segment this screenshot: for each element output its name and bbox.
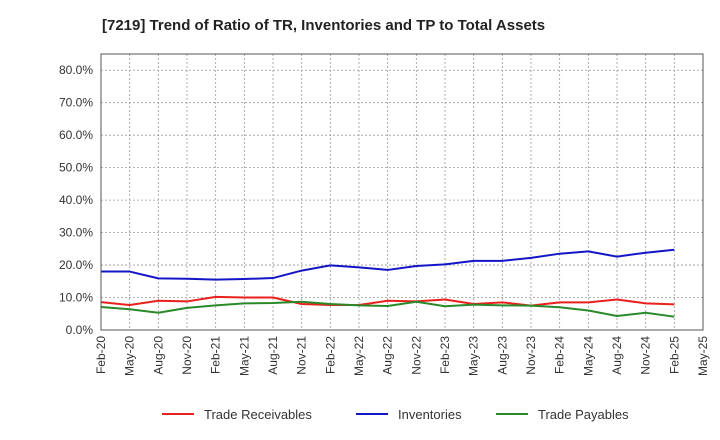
y-tick-label: 80.0%: [59, 63, 93, 77]
x-tick-label: May-24: [581, 336, 595, 376]
x-tick-label: Aug-23: [495, 336, 509, 375]
y-tick-label: 30.0%: [59, 226, 93, 240]
y-tick-label: 60.0%: [59, 128, 93, 142]
x-tick-label: Feb-21: [209, 336, 223, 374]
series-line-trade-payables: [100, 300, 675, 318]
x-tick-label: Nov-24: [639, 336, 653, 375]
legend-label: Inventories: [398, 407, 462, 422]
y-tick-label: 10.0%: [59, 291, 93, 305]
x-tick-label: Feb-23: [438, 336, 452, 374]
x-tick-label: Nov-20: [180, 336, 194, 375]
x-tick-label: May-23: [467, 336, 481, 376]
x-tick-label: May-21: [237, 336, 251, 376]
y-axis-ticks: 0.0% 10.0% 20.0% 30.0% 40.0% 50.0% 60.0% 70.0% 8…: [59, 63, 93, 337]
x-tick-label: Aug-24: [610, 336, 624, 375]
x-tick-label: Feb-24: [553, 336, 567, 374]
grid: [101, 54, 703, 330]
series-line-trade-receivables: [100, 295, 675, 307]
y-tick-label: 50.0%: [59, 161, 93, 175]
x-tick-label: Nov-23: [524, 336, 538, 375]
x-tick-label: May-20: [123, 336, 137, 376]
series-line-inventories: [101, 248, 675, 281]
series-lines: [100, 248, 675, 318]
x-tick-label: Feb-25: [667, 336, 681, 374]
y-tick-label: 70.0%: [59, 96, 93, 110]
legend-label: Trade Payables: [538, 407, 629, 422]
x-tick-label: Aug-22: [381, 336, 395, 375]
x-tick-label: Feb-20: [94, 336, 108, 374]
y-tick-label: 20.0%: [59, 258, 93, 272]
plot-frame: [100, 53, 704, 331]
legend: Trade Receivables Inventories Trade Payabl…: [162, 407, 629, 422]
x-tick-label: May-25: [696, 336, 710, 376]
legend-label: Trade Receivables: [204, 407, 312, 422]
chart-title: [7219] Trend of Ratio of TR, Inventories…: [102, 17, 545, 34]
x-tick-label: May-22: [352, 336, 366, 376]
y-tick-label: 40.0%: [59, 193, 93, 207]
x-axis-ticks: Feb-20 May-20 Aug-20 Nov-20 Feb-21 May-21 Aug-…: [94, 336, 710, 376]
x-tick-label: Nov-22: [409, 336, 423, 375]
x-tick-label: Aug-21: [266, 336, 280, 375]
y-tick-label: 0.0%: [66, 323, 94, 337]
x-tick-label: Nov-21: [295, 336, 309, 375]
x-tick-label: Aug-20: [151, 336, 165, 375]
x-tick-label: Feb-22: [323, 336, 337, 374]
